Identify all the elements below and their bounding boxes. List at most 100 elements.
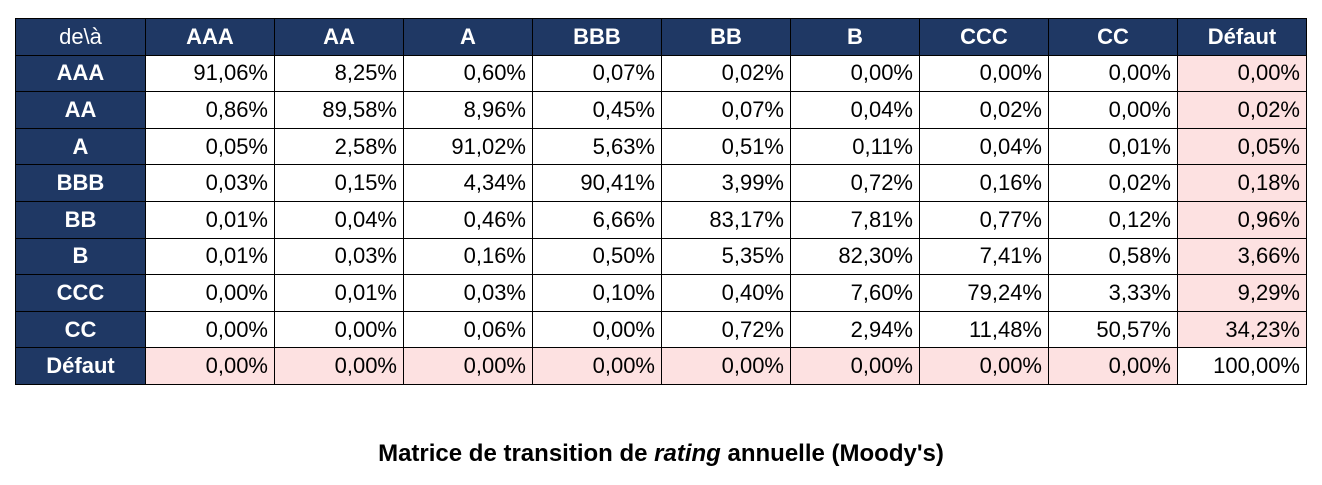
matrix-cell: 0,72% xyxy=(661,310,791,349)
column-header: AAA xyxy=(145,18,275,56)
matrix-cell: 0,18% xyxy=(1177,164,1307,202)
matrix-cell: 0,00% xyxy=(1177,54,1307,93)
matrix-cell: 0,50% xyxy=(532,237,662,276)
table-row: A 0,05% 2,58% 91,02% 5,63% 0,51% 0,11% 0,04% 0,0… xyxy=(15,127,1307,166)
matrix-cell: 0,00% xyxy=(1048,54,1178,93)
matrix-cell: 9,29% xyxy=(1177,274,1307,312)
matrix-cell: 0,04% xyxy=(790,91,920,129)
matrix-cell: 11,48% xyxy=(919,310,1049,349)
table-row: BB 0,01% 0,04% 0,46% 6,66% 83,17% 7,81% 0,77% 0,… xyxy=(15,200,1307,239)
header-row: de\à AAA AA A BBB BB B CCC CC Défaut xyxy=(15,18,1307,56)
matrix-cell: 91,02% xyxy=(403,127,533,166)
matrix-cell: 0,00% xyxy=(1048,91,1178,129)
column-header: Défaut xyxy=(1177,18,1307,56)
matrix-cell: 0,00% xyxy=(403,347,533,385)
row-header: Défaut xyxy=(15,347,146,385)
matrix-cell: 0,03% xyxy=(274,237,404,276)
row-header: CCC xyxy=(15,274,146,312)
matrix-cell: 100,00% xyxy=(1177,347,1307,385)
matrix-cell: 0,16% xyxy=(403,237,533,276)
matrix-cell: 79,24% xyxy=(919,274,1049,312)
matrix-cell: 0,40% xyxy=(661,274,791,312)
matrix-cell: 0,01% xyxy=(145,200,275,239)
matrix-cell: 0,11% xyxy=(790,127,920,166)
matrix-cell: 2,94% xyxy=(790,310,920,349)
table-caption: Matrice de transition de rating annuelle… xyxy=(0,440,1322,468)
matrix-cell: 90,41% xyxy=(532,164,662,202)
table-row: CCC 0,00% 0,01% 0,03% 0,10% 0,40% 7,60% 79,24% 3… xyxy=(15,274,1307,312)
matrix-cell: 7,81% xyxy=(790,200,920,239)
matrix-cell: 91,06% xyxy=(145,54,275,93)
matrix-cell: 0,00% xyxy=(274,347,404,385)
matrix-cell: 6,66% xyxy=(532,200,662,239)
matrix-cell: 0,02% xyxy=(661,54,791,93)
matrix-cell: 82,30% xyxy=(790,237,920,276)
matrix-cell: 0,00% xyxy=(661,347,791,385)
table-row: AAA 91,06% 8,25% 0,60% 0,07% 0,02% 0,00% 0,00% 0… xyxy=(15,54,1307,93)
matrix-cell: 0,72% xyxy=(790,164,920,202)
matrix-cell: 0,02% xyxy=(1177,91,1307,129)
matrix-cell: 7,60% xyxy=(790,274,920,312)
matrix-cell: 0,06% xyxy=(403,310,533,349)
transition-matrix-table: de\à AAA AA A BBB BB B CCC CC Défaut AAA… xyxy=(15,18,1307,385)
matrix-cell: 0,00% xyxy=(145,310,275,349)
column-header: CC xyxy=(1048,18,1178,56)
matrix-cell: 0,00% xyxy=(532,347,662,385)
matrix-cell: 3,33% xyxy=(1048,274,1178,312)
table-row: AA 0,86% 89,58% 8,96% 0,45% 0,07% 0,04% 0,02% 0,… xyxy=(15,91,1307,129)
caption-text-after: annuelle (Moody's) xyxy=(720,440,944,467)
table-row: CC 0,00% 0,00% 0,06% 0,00% 0,72% 2,94% 11,48% 50… xyxy=(15,310,1307,349)
column-header: B xyxy=(790,18,920,56)
matrix-cell: 89,58% xyxy=(274,91,404,129)
matrix-cell: 0,01% xyxy=(1048,127,1178,166)
matrix-cell: 2,58% xyxy=(274,127,404,166)
matrix-cell: 5,63% xyxy=(532,127,662,166)
matrix-cell: 3,66% xyxy=(1177,237,1307,276)
matrix-cell: 0,12% xyxy=(1048,200,1178,239)
matrix-cell: 0,58% xyxy=(1048,237,1178,276)
matrix-cell: 0,46% xyxy=(403,200,533,239)
matrix-cell: 0,04% xyxy=(274,200,404,239)
row-header: AA xyxy=(15,91,146,129)
matrix-cell: 0,00% xyxy=(919,54,1049,93)
row-header: BB xyxy=(15,200,146,239)
matrix-cell: 0,00% xyxy=(532,310,662,349)
matrix-cell: 0,10% xyxy=(532,274,662,312)
matrix-cell: 0,03% xyxy=(145,164,275,202)
matrix-cell: 8,25% xyxy=(274,54,404,93)
matrix-cell: 83,17% xyxy=(661,200,791,239)
matrix-cell: 0,86% xyxy=(145,91,275,129)
column-header: AA xyxy=(274,18,404,56)
matrix-cell: 4,34% xyxy=(403,164,533,202)
row-header: A xyxy=(15,127,146,166)
matrix-cell: 0,96% xyxy=(1177,200,1307,239)
matrix-cell: 0,01% xyxy=(145,237,275,276)
matrix-cell: 0,60% xyxy=(403,54,533,93)
matrix-cell: 0,00% xyxy=(1048,347,1178,385)
matrix-cell: 50,57% xyxy=(1048,310,1178,349)
matrix-cell: 0,00% xyxy=(790,54,920,93)
matrix-cell: 0,45% xyxy=(532,91,662,129)
matrix-cell: 0,04% xyxy=(919,127,1049,166)
matrix-cell: 0,00% xyxy=(145,347,275,385)
matrix-cell: 8,96% xyxy=(403,91,533,129)
matrix-cell: 0,01% xyxy=(274,274,404,312)
table-row: BBB 0,03% 0,15% 4,34% 90,41% 3,99% 0,72% 0,16% 0… xyxy=(15,164,1307,202)
matrix-cell: 0,51% xyxy=(661,127,791,166)
row-header: BBB xyxy=(15,164,146,202)
caption-text-italic: rating xyxy=(654,440,721,467)
corner-header: de\à xyxy=(15,18,146,56)
matrix-cell: 0,00% xyxy=(919,347,1049,385)
matrix-cell: 0,00% xyxy=(790,347,920,385)
matrix-cell: 0,02% xyxy=(919,91,1049,129)
matrix-cell: 0,02% xyxy=(1048,164,1178,202)
matrix-cell: 0,03% xyxy=(403,274,533,312)
row-header: B xyxy=(15,237,146,276)
matrix-cell: 0,15% xyxy=(274,164,404,202)
column-header: CCC xyxy=(919,18,1049,56)
column-header: A xyxy=(403,18,533,56)
matrix-cell: 5,35% xyxy=(661,237,791,276)
matrix-cell: 7,41% xyxy=(919,237,1049,276)
table-row: Défaut 0,00% 0,00% 0,00% 0,00% 0,00% 0,00% 0,00… xyxy=(15,347,1307,385)
matrix-cell: 0,00% xyxy=(274,310,404,349)
